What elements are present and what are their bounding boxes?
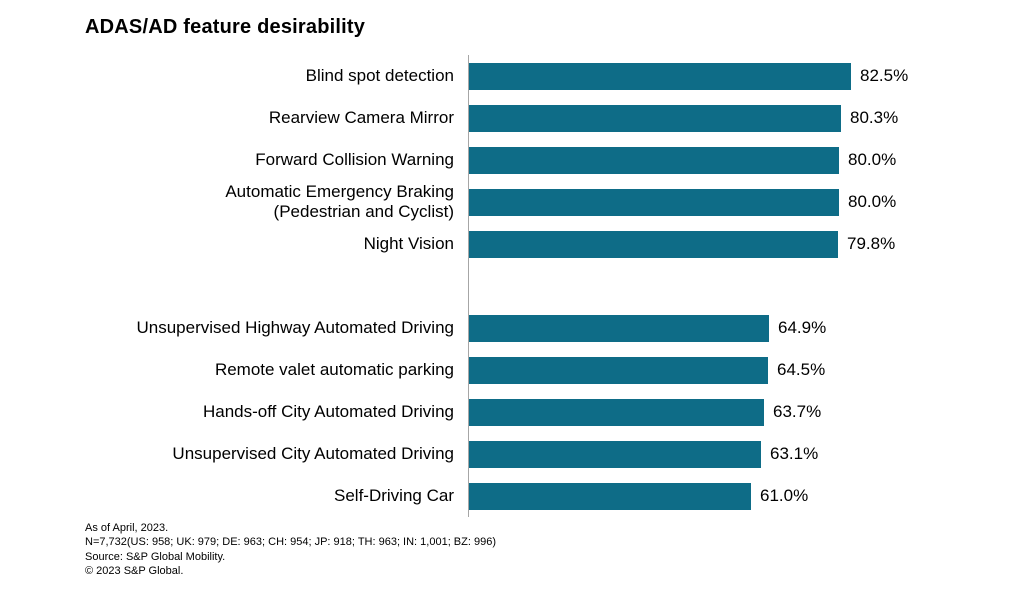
chart-row: Automatic Emergency Braking (Pedestrian … (85, 181, 1013, 223)
footnote-line: As of April, 2023. (85, 522, 169, 534)
category-label: Automatic Emergency Braking (Pedestrian … (225, 182, 454, 221)
value-label: 64.9% (778, 318, 827, 337)
footnote-line: Source: S&P Global Mobility. (85, 550, 226, 563)
bar-area: 80.0% (468, 139, 1013, 181)
category-label: Self-Driving Car (334, 486, 454, 506)
footnotes: As of April, 2023. N=7,732(US: 958; UK: 9… (85, 521, 496, 578)
footnote-line: © 2023 S&P Global. (85, 564, 184, 577)
chart-row: Unsupervised City Automated Driving 63.1% (85, 433, 1013, 475)
chart-row: Hands-off City Automated Driving 63.7% (85, 391, 1013, 433)
category-label: Unsupervised City Automated Driving (172, 444, 454, 464)
value-label: 80.3% (850, 108, 899, 127)
chart-row: Blind spot detection 82.5% (85, 55, 1013, 97)
category-label: Rearview Camera Mirror (268, 108, 454, 128)
category-label: Remote valet automatic parking (214, 360, 454, 380)
chart-row: Forward Collision Warning 80.0% (85, 139, 1013, 181)
bar-area: 82.5% (468, 55, 1013, 97)
bar-area: 63.7% (468, 391, 1013, 433)
bar (469, 356, 768, 384)
value-label: 82.5% (860, 66, 909, 85)
bar-area: 80.0% (468, 181, 1013, 223)
chart-row: Remote valet automatic parking 64.5% (85, 349, 1013, 391)
chart-row: Rearview Camera Mirror 80.3% (85, 97, 1013, 139)
chart-row: Night Vision 79.8% (85, 223, 1013, 265)
bar (469, 482, 751, 510)
chart-row: Unsupervised Highway Automated Driving 64… (85, 307, 1013, 349)
category-label: Night Vision (363, 234, 454, 254)
value-label: 63.1% (770, 444, 819, 463)
category-label: Unsupervised Highway Automated Driving (136, 318, 455, 338)
value-label: 79.8% (847, 234, 896, 253)
value-label: 64.5% (777, 360, 826, 379)
value-label: 80.0% (848, 192, 897, 211)
footnote-line: N=7,732(US: 958; UK: 979; DE: 963; CH: 9… (85, 536, 496, 549)
bar-area: 64.5% (468, 349, 1013, 391)
group-spacer (85, 265, 1013, 307)
bar-area: 61.0% (468, 475, 1013, 517)
category-label: Forward Collision Warning (255, 150, 454, 170)
bar (469, 104, 841, 132)
bar (469, 62, 851, 90)
bar-area: 80.3% (468, 97, 1013, 139)
bar-area: 79.8% (468, 223, 1013, 265)
bar-area: 63.1% (468, 433, 1013, 475)
bar (469, 146, 839, 174)
value-label: 61.0% (760, 486, 809, 505)
bar (469, 398, 764, 426)
chart-rows: Blind spot detection 82.5% Rearview Camera… (85, 55, 1013, 517)
category-label: Blind spot detection (305, 66, 454, 86)
value-label: 63.7% (773, 402, 822, 421)
value-label: 80.0% (848, 150, 897, 169)
bar (469, 314, 769, 342)
chart-title: ADAS/AD feature desirability (85, 16, 366, 38)
bar (469, 188, 839, 216)
bar-area: 64.9% (468, 307, 1013, 349)
bar (469, 440, 761, 468)
category-label: Hands-off City Automated Driving (202, 402, 454, 422)
chart-row: Self-Driving Car 61.0% (85, 475, 1013, 517)
bar (469, 230, 838, 258)
